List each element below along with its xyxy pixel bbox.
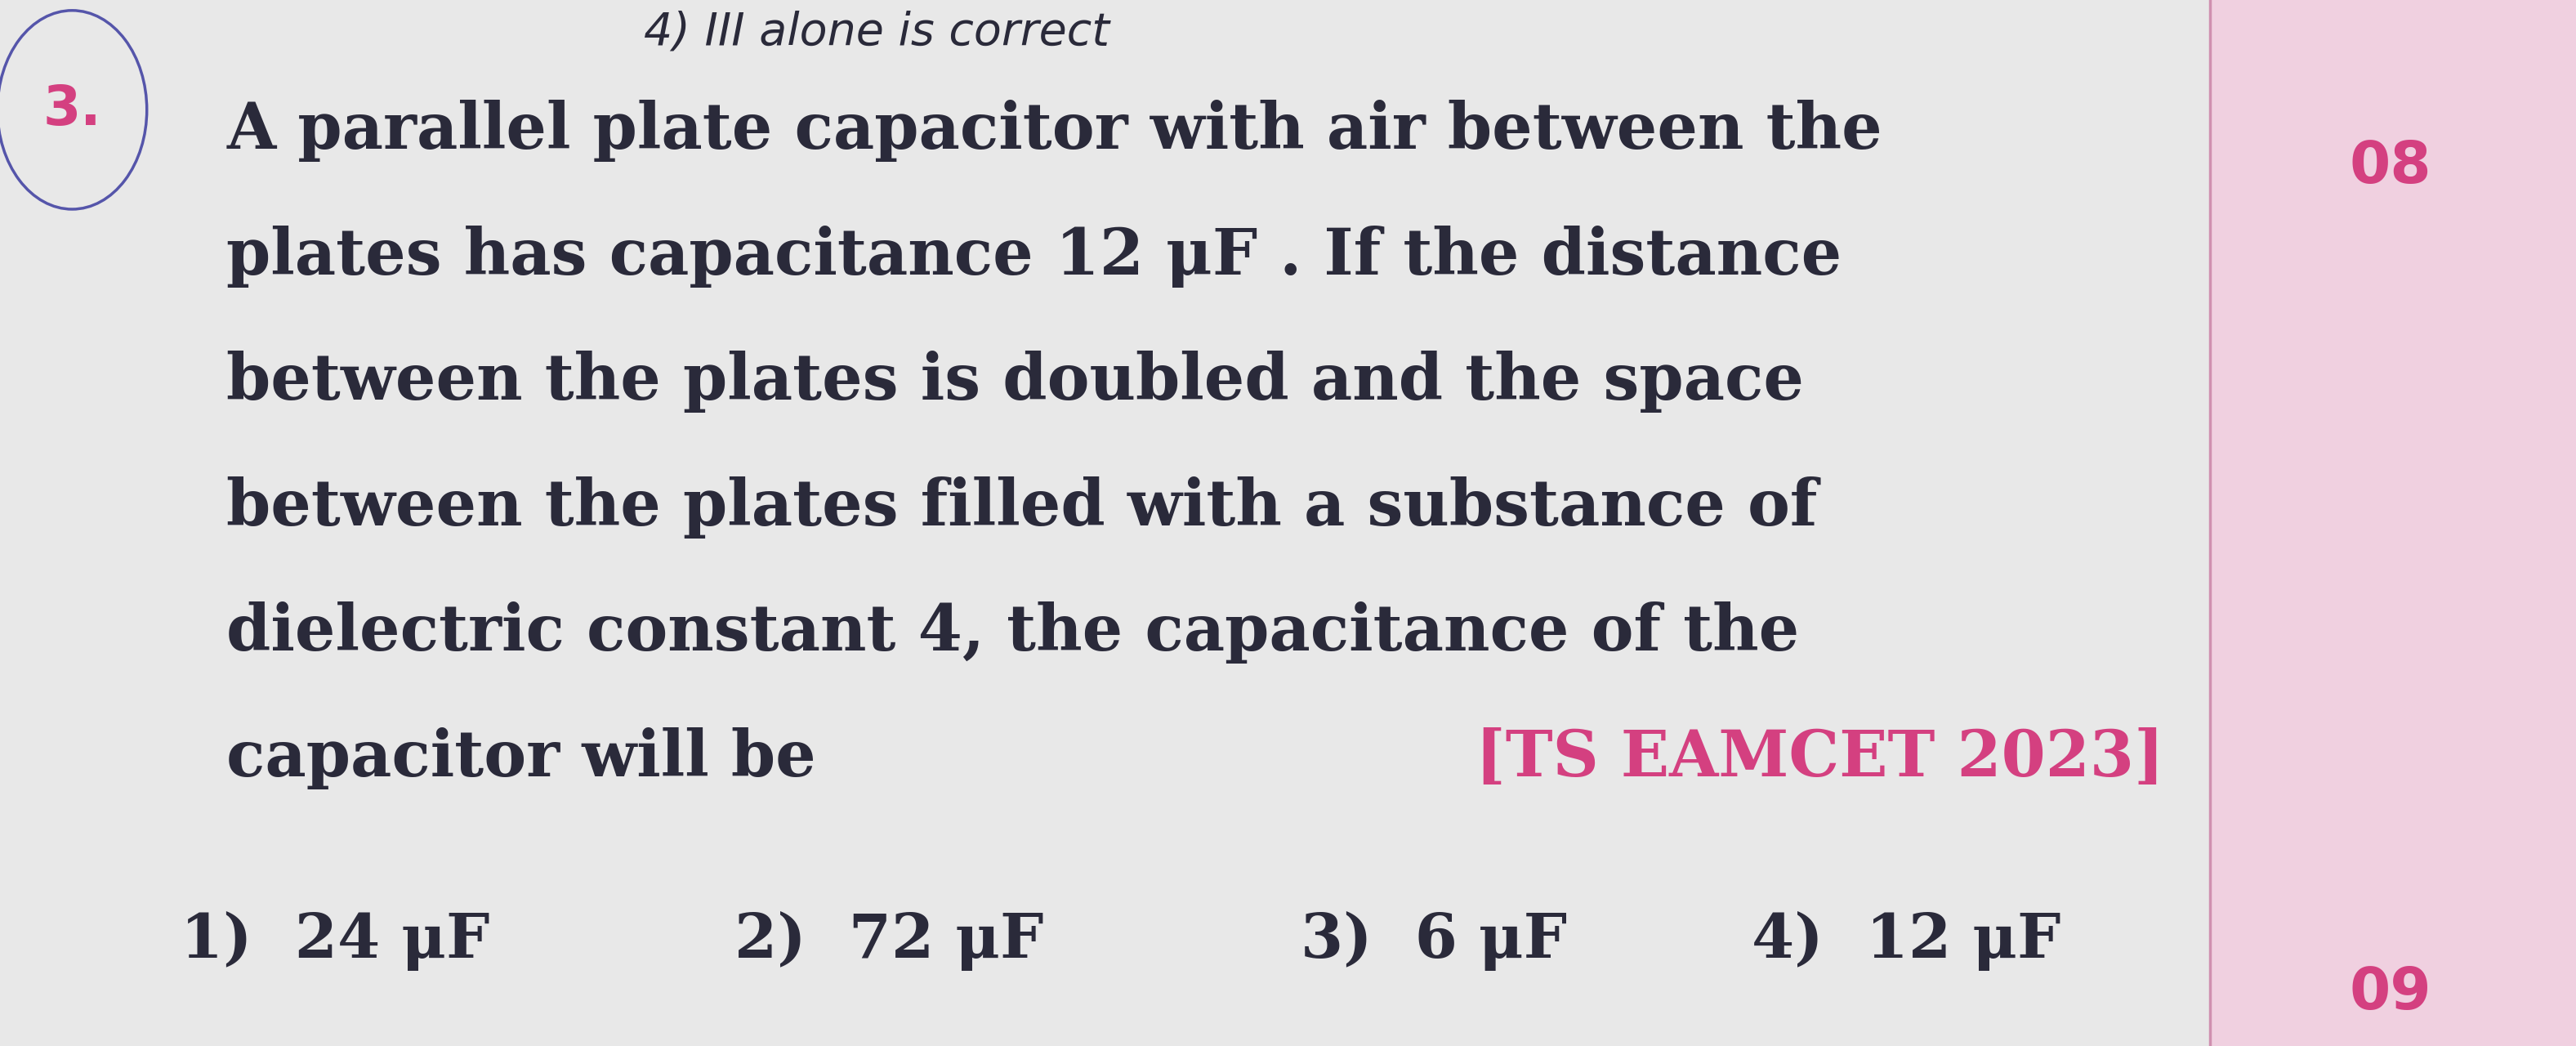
Text: between the plates filled with a substance of: between the plates filled with a substan… bbox=[227, 476, 1819, 539]
Text: 4) III alone is correct: 4) III alone is correct bbox=[644, 10, 1110, 53]
Text: 08: 08 bbox=[2349, 139, 2432, 196]
Text: [TS EAMCET 2023]: [TS EAMCET 2023] bbox=[1476, 727, 2164, 790]
Text: 3)  6 μF: 3) 6 μF bbox=[1301, 911, 1566, 972]
Text: capacitor will be: capacitor will be bbox=[227, 727, 817, 790]
Text: A parallel plate capacitor with air between the: A parallel plate capacitor with air betw… bbox=[227, 99, 1883, 162]
Text: 3.: 3. bbox=[44, 83, 100, 137]
Text: 2)  72 μF: 2) 72 μF bbox=[734, 911, 1043, 972]
Text: 4)  12 μF: 4) 12 μF bbox=[1752, 911, 2061, 972]
Text: 09: 09 bbox=[2349, 965, 2432, 1022]
Text: 1)  24 μF: 1) 24 μF bbox=[180, 911, 489, 972]
Text: plates has capacitance 12 μF . If the distance: plates has capacitance 12 μF . If the di… bbox=[227, 225, 1842, 288]
Text: between the plates is doubled and the space: between the plates is doubled and the sp… bbox=[227, 350, 1803, 413]
FancyBboxPatch shape bbox=[2210, 0, 2576, 1046]
Text: dielectric constant 4, the capacitance of the: dielectric constant 4, the capacitance o… bbox=[227, 601, 1801, 664]
